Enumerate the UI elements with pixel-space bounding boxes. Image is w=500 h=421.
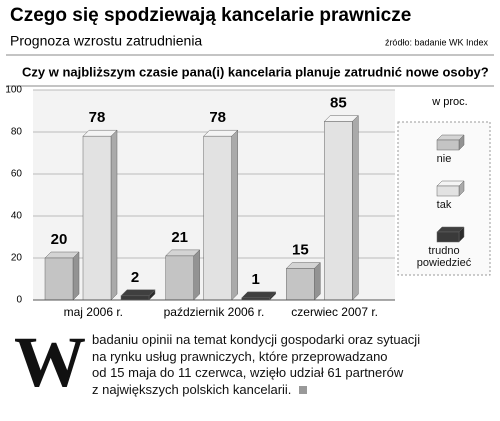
y-tick-label: 100: [5, 85, 22, 96]
bar: [203, 135, 232, 301]
bar-top: [241, 291, 277, 299]
bar-top: [285, 262, 321, 269]
bar-side: [314, 261, 321, 301]
source: źródło: badanie WK Index: [385, 37, 489, 47]
bar-top: [203, 129, 239, 137]
y-tick-label: 0: [16, 295, 22, 306]
chart-subtitle: Prognoza wzrostu zatrudnienia: [10, 33, 202, 49]
legend-label: trudno powiedzieć: [416, 245, 472, 269]
bar: [324, 121, 353, 301]
bar-side: [72, 251, 80, 301]
drop-cap: W: [14, 322, 86, 402]
y-tick-label: 20: [11, 253, 23, 264]
legend-swatch-top: [436, 180, 465, 187]
article: W badaniu opinii na temat kondycji gospo…: [14, 322, 490, 402]
x-tick-label: czerwiec 2007 r.: [291, 305, 378, 319]
bar-top: [44, 251, 80, 259]
value-label: 15: [292, 241, 309, 258]
bar-top: [82, 129, 118, 137]
bar-top: [165, 249, 201, 257]
x-tick-label: październik 2006 r.: [164, 305, 265, 319]
value-label: 85: [330, 94, 347, 111]
value-label: 2: [131, 269, 139, 286]
bar-top: [120, 289, 156, 297]
article-line: z największych polskich kancelarii.: [92, 381, 292, 397]
y-tick-label: 80: [11, 127, 23, 138]
legend-label: nie: [436, 153, 452, 165]
y-tick-label: 40: [11, 211, 23, 222]
bar: [165, 255, 194, 301]
value-label: 21: [171, 229, 188, 246]
legend-swatch: [436, 185, 460, 197]
end-mark: [299, 385, 308, 394]
bar-side: [352, 114, 359, 301]
article-line: badaniu opinii na temat kondycji gospoda…: [92, 332, 421, 347]
y-tick-label: 60: [11, 169, 23, 180]
bar: [44, 257, 74, 301]
legend-swatch: [436, 139, 460, 151]
bar: [82, 135, 112, 301]
value-label: 78: [209, 109, 226, 126]
legend-swatch-top: [436, 134, 465, 141]
bar-side: [110, 129, 118, 301]
bar: [120, 295, 150, 301]
legend-label: tak: [436, 199, 452, 211]
unit-label: w proc.: [431, 96, 467, 108]
chart: Czego się spodziewają kancelarie prawnic…: [5, 5, 494, 319]
question: Czy w najbliższym czasie pana(i) kancela…: [22, 64, 489, 79]
chart-title: Czego się spodziewają kancelarie prawnic…: [10, 5, 411, 26]
article-line: na rynku usług prawniczych, które przepr…: [92, 348, 388, 364]
article-line: od 15 maja do 11 czerwca, wzięło udział …: [92, 365, 404, 380]
bar-top: [323, 115, 359, 122]
bar-side: [231, 129, 238, 301]
value-label: 20: [51, 231, 68, 248]
legend-swatch-top: [436, 226, 465, 233]
legend-swatch: [436, 231, 460, 243]
value-label: 78: [89, 109, 106, 126]
value-label: 1: [251, 271, 259, 288]
bar-side: [193, 249, 200, 301]
x-tick-label: maj 2006 r.: [64, 305, 123, 319]
bar: [286, 268, 315, 301]
